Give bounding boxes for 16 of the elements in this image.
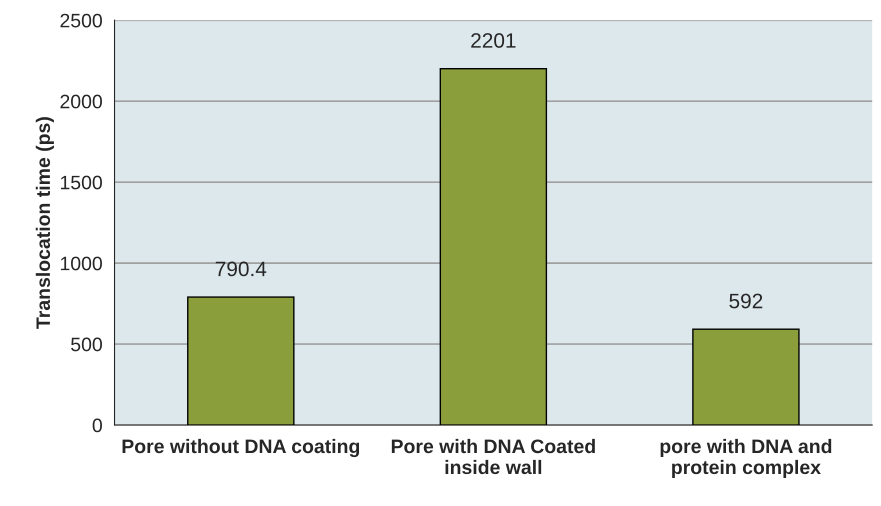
data-label: 2201 (471, 33, 516, 48)
x-tick-label: Pore without DNA coating (122, 438, 360, 458)
bar (692, 328, 800, 426)
bar (440, 68, 548, 426)
data-label: 790.4 (216, 262, 266, 276)
y-axis-title: Translocation time (ps) (36, 117, 54, 329)
y-tick-label: 0 (92, 418, 102, 432)
y-tick-label: 2000 (60, 94, 102, 108)
y-tick-label: 2500 (60, 14, 102, 28)
x-tick-label: Pore with DNA Coated inside wall (392, 438, 595, 474)
bar (187, 296, 295, 426)
data-label: 592 (729, 294, 762, 308)
x-tick-label: pore with DNA and protein complex (660, 438, 832, 478)
y-tick-label: 500 (71, 338, 102, 352)
y-tick-label: 1000 (60, 256, 102, 270)
y-tick-label: 1500 (60, 176, 102, 190)
